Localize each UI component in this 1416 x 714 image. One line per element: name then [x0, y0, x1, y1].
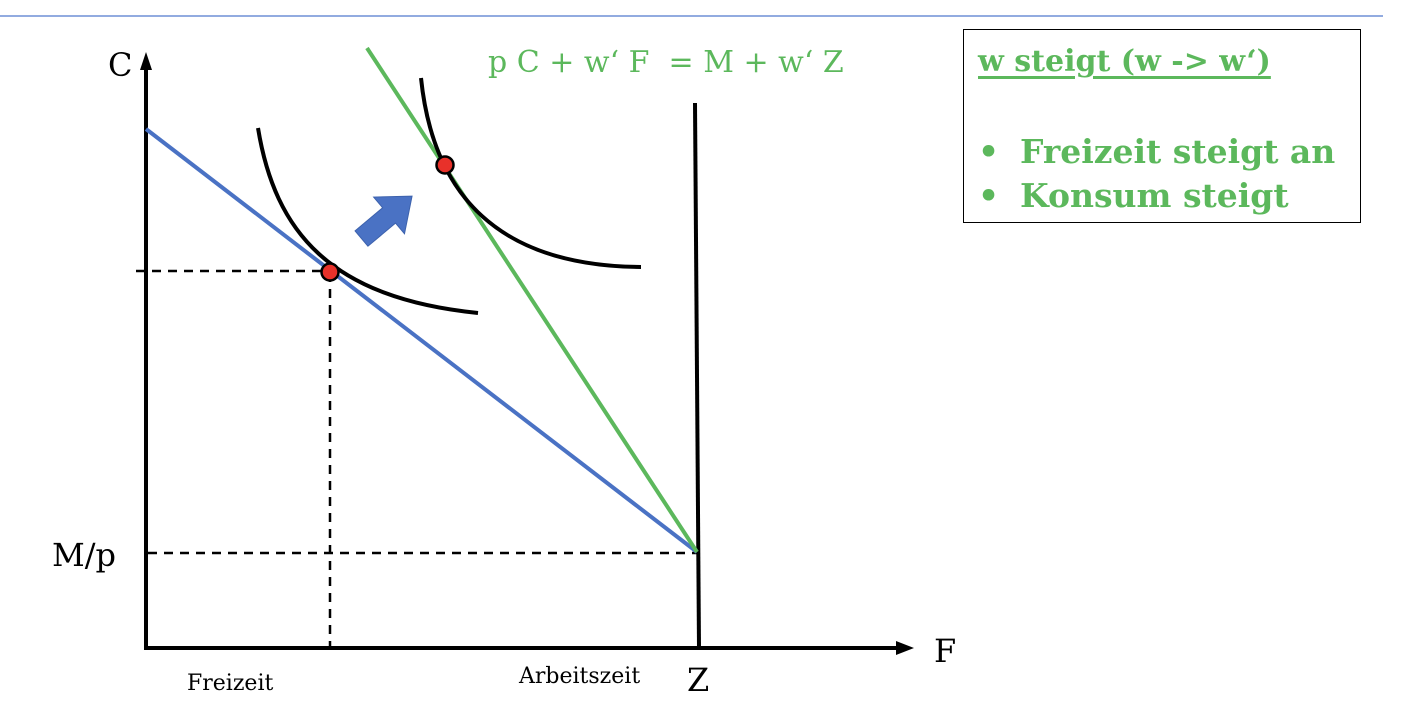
x-axis-label: F [934, 632, 956, 670]
budget-line-new [365, 46, 699, 554]
z-label: Z [687, 661, 709, 699]
y-axis-label: C [108, 46, 132, 84]
budget-line-old [144, 127, 699, 554]
arrow-up-right-icon [354, 195, 413, 247]
indifference-curve-low [256, 127, 479, 315]
bullet-icon: • [978, 132, 1000, 171]
optimum-point-old [320, 262, 340, 282]
info-box-list: • Freizeit steigt an • Konsum steigt [978, 130, 1335, 218]
y-axis-arrowhead [140, 52, 152, 70]
list-item-text: Konsum steigt [1020, 176, 1289, 215]
m-over-p-label: M/p [52, 536, 116, 574]
z-time-endowment-line [693, 102, 701, 649]
arbeitszeit-label: Arbeitszeit [518, 664, 640, 689]
x-axis-arrowhead [896, 641, 914, 655]
info-box: w steigt (w -> w‘) • Freizeit steigt an •… [963, 29, 1361, 223]
indifference-curve-high [419, 77, 642, 269]
bullet-icon: • [978, 176, 1000, 215]
optimum-point-new [435, 155, 455, 175]
list-item: • Freizeit steigt an [978, 130, 1335, 174]
list-item: • Konsum steigt [978, 174, 1335, 218]
info-box-title: w steigt (w -> w‘) [978, 44, 1271, 79]
budget-equation: p C + w‘ F = M + w‘ Z [488, 45, 844, 80]
list-item-text: Freizeit steigt an [1020, 132, 1336, 171]
freizeit-label: Freizeit [187, 671, 273, 696]
